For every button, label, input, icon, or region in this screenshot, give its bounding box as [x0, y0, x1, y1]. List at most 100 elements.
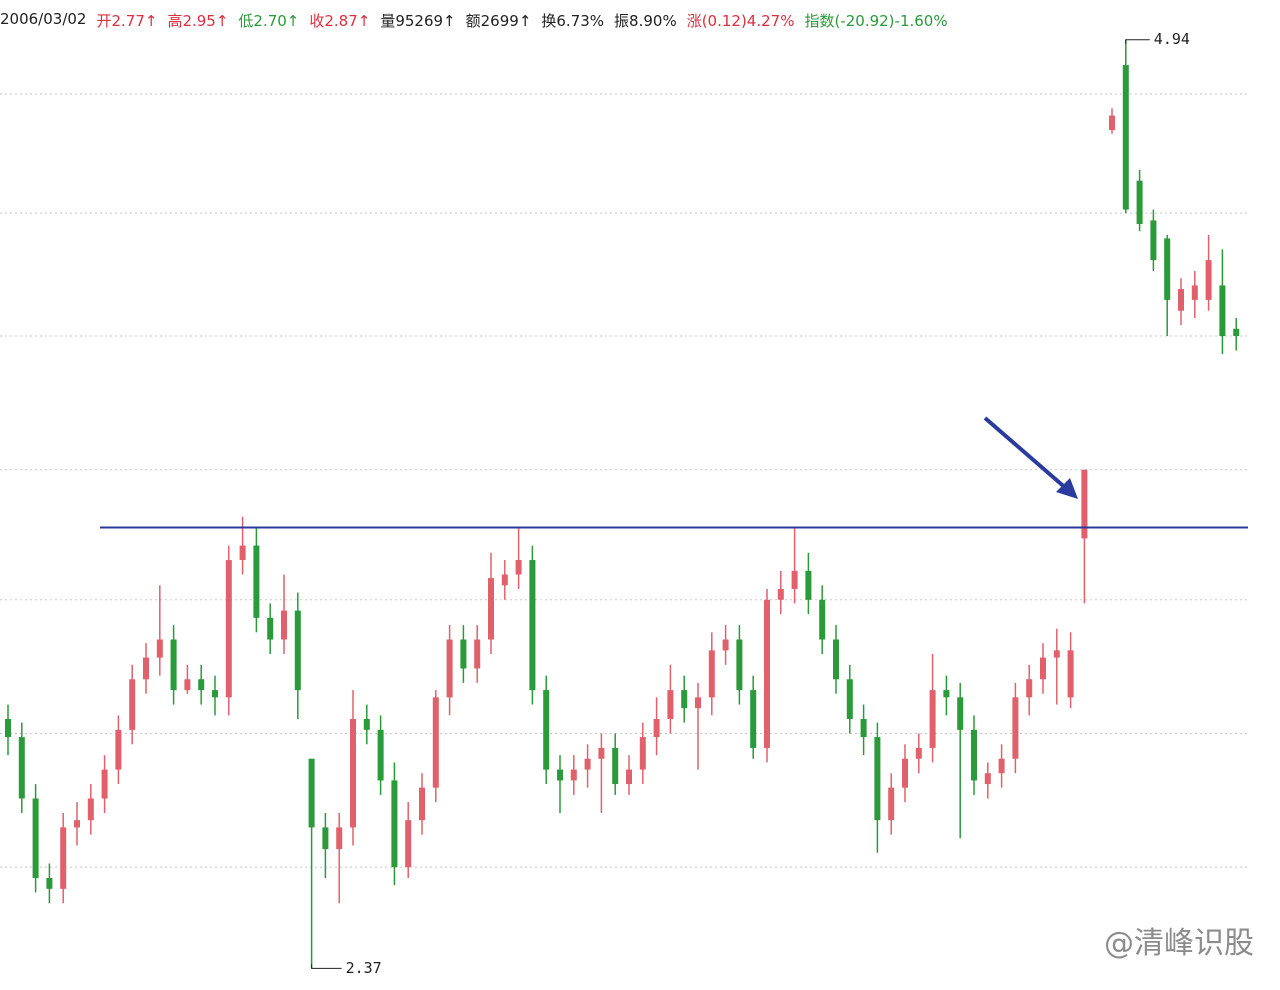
- candle-body: [46, 877, 53, 889]
- candle-body: [419, 787, 425, 821]
- candle-body: [736, 639, 743, 691]
- info-item: 收2.87↑: [309, 12, 371, 30]
- candle-body: [239, 545, 246, 561]
- candle-body: [695, 697, 701, 709]
- candle-body: [198, 679, 205, 691]
- candle-body: [129, 679, 136, 730]
- candle-body: [322, 827, 329, 850]
- candle-body: [432, 697, 439, 788]
- candle-body: [543, 690, 550, 770]
- candle-body: [336, 827, 343, 850]
- candle-body: [570, 769, 577, 781]
- candle-body: [681, 690, 688, 709]
- arrow-shaft: [983, 416, 1070, 492]
- candle-body: [308, 758, 315, 828]
- candle-body: [515, 560, 522, 575]
- candle-body: [101, 769, 108, 799]
- candle-body: [488, 578, 494, 640]
- candle-body: [805, 570, 812, 600]
- candle-body: [87, 798, 94, 821]
- candle-body: [722, 639, 729, 651]
- candle-body: [846, 679, 853, 720]
- leader-line: [311, 964, 342, 969]
- candle-body: [267, 617, 274, 640]
- info-item: 2006/03/02: [0, 10, 87, 28]
- candle-body: [377, 729, 384, 781]
- candle-body: [115, 729, 122, 770]
- candle-body: [1164, 238, 1171, 300]
- candle-body: [1067, 650, 1074, 698]
- candle-body: [363, 719, 370, 730]
- candle-body: [971, 729, 977, 781]
- candle-body: [529, 560, 536, 691]
- candle-body: [405, 820, 412, 868]
- candle-body: [5, 719, 11, 738]
- candle-body: [915, 747, 922, 759]
- candle-body: [1081, 469, 1088, 539]
- candle-body: [584, 758, 591, 770]
- candle-body: [612, 747, 619, 785]
- candle-body: [998, 758, 1005, 774]
- candle-body: [1219, 285, 1226, 337]
- candle-body: [143, 657, 149, 680]
- info-item: 高2.95↑: [167, 12, 229, 30]
- candle-body: [833, 639, 839, 680]
- candle-body: [777, 588, 784, 600]
- candle-body: [391, 780, 398, 868]
- candle-body: [943, 690, 950, 698]
- candle-body: [184, 679, 191, 691]
- leader-line: [1125, 39, 1150, 44]
- grid: [0, 93, 1248, 868]
- candle-body: [156, 639, 163, 658]
- candle-body: [60, 827, 67, 889]
- candle-body: [253, 545, 260, 618]
- candle-body: [1109, 115, 1115, 131]
- overlay: 4.94 2.37: [100, 30, 1248, 977]
- info-item: 额2699↑: [465, 12, 532, 30]
- candle-body: [1205, 260, 1212, 300]
- info-item: 换6.73%: [541, 12, 605, 30]
- watermark: @清峰识股: [1104, 926, 1254, 961]
- candle-body: [791, 570, 798, 589]
- candle-body: [888, 787, 895, 821]
- candle-body: [18, 737, 25, 799]
- info-item: 低2.70↑: [238, 12, 300, 30]
- candle-body: [750, 690, 757, 748]
- candle-body: [32, 798, 39, 878]
- candle-body: [929, 690, 936, 748]
- candle-body: [474, 639, 481, 669]
- candle-body: [74, 820, 80, 828]
- candle-body: [1053, 650, 1060, 658]
- candle-body: [639, 737, 646, 770]
- candle-body: [626, 769, 632, 785]
- info-item: 振8.90%: [614, 12, 677, 30]
- info-item: 指数(-20.92)-1.60%: [804, 12, 948, 30]
- info-item: 涨(0.12)4.27%: [686, 12, 795, 30]
- candle-body: [1012, 697, 1019, 759]
- candle-body: [1040, 657, 1046, 680]
- arrow: [983, 416, 1078, 499]
- candle-body: [708, 650, 715, 698]
- candle-body: [1026, 679, 1033, 698]
- candle-body: [957, 697, 964, 730]
- candle-body: [902, 758, 908, 788]
- arrow-head: [1056, 478, 1078, 499]
- low-label: 2.37: [346, 959, 382, 977]
- info-bar: 2006/03/02 开2.77↑ 高2.95↑ 低2.70↑ 收2.87↑ 量95269…: [0, 10, 948, 31]
- candle-body: [212, 690, 218, 698]
- candle-body: [460, 639, 467, 669]
- candle-body: [557, 769, 563, 781]
- candle-body: [819, 599, 826, 640]
- candle-body: [1178, 289, 1184, 311]
- candle-body: [281, 610, 287, 640]
- candle-body: [1136, 180, 1143, 225]
- candle-body: [1150, 220, 1157, 261]
- candle-body: [984, 773, 991, 785]
- candle-body: [225, 560, 232, 698]
- candle-body: [653, 719, 660, 738]
- candle-body: [1122, 65, 1129, 210]
- candle-body: [598, 747, 605, 759]
- candle-body: [446, 639, 453, 698]
- high-label: 4.94: [1154, 30, 1190, 48]
